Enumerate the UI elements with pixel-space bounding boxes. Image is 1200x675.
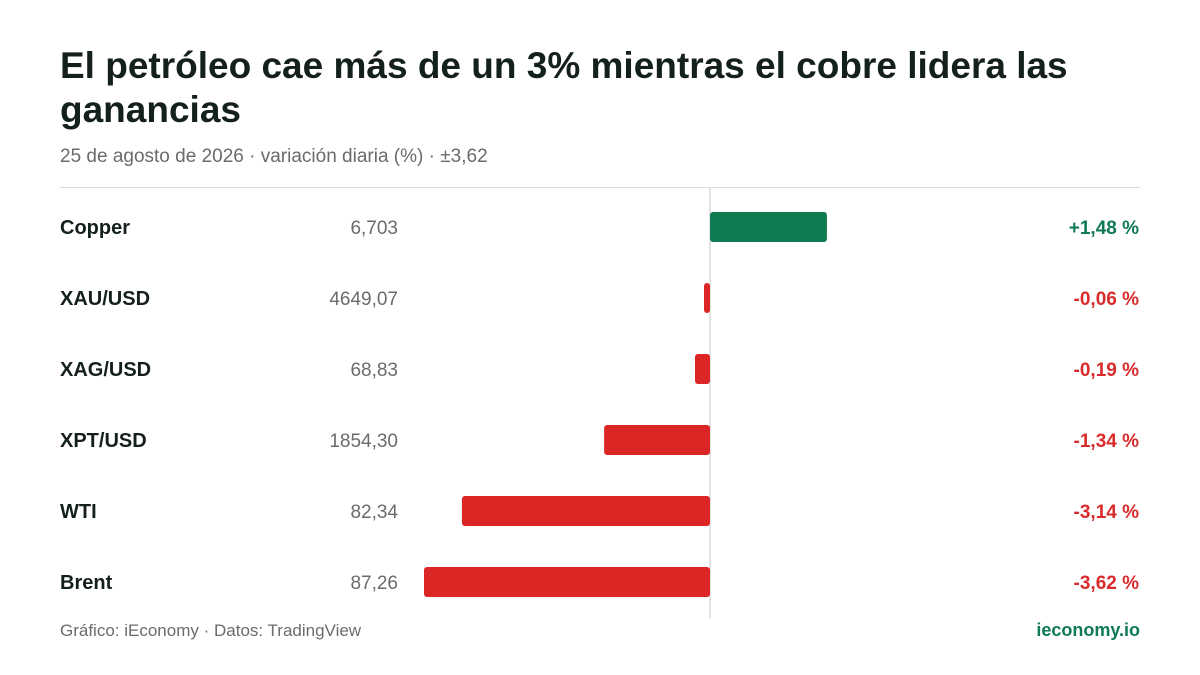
- price-label: 87,26: [350, 573, 398, 594]
- bar: [424, 567, 710, 597]
- category-label: WTI: [60, 501, 97, 523]
- bar: [710, 212, 827, 242]
- category-label: Brent: [60, 572, 113, 594]
- category-label: XPT/USD: [60, 430, 147, 452]
- value-label: -1,34 %: [1074, 431, 1140, 452]
- subtitle-scale: ±3,62: [440, 146, 488, 167]
- subtitle-separator: ·: [428, 146, 435, 167]
- price-label: 68,83: [350, 360, 398, 381]
- price-label: 6,703: [350, 218, 398, 239]
- chart-subtitle: 25 de agosto de 2026 · variación diaria …: [60, 146, 488, 168]
- category-label: Copper: [60, 217, 130, 239]
- price-label: 82,34: [350, 502, 398, 523]
- bar: [704, 283, 710, 313]
- price-label: 1854,30: [329, 431, 398, 452]
- value-label: -0,19 %: [1074, 360, 1140, 381]
- subtitle-separator: ·: [249, 146, 256, 167]
- value-label: -0,06 %: [1074, 289, 1140, 310]
- chart-title: El petróleo cae más de un 3% mientras el…: [60, 45, 1068, 130]
- bar: [604, 425, 710, 455]
- header-divider: [60, 187, 1140, 188]
- source-credit: Gráfico: iEconomy · Datos: TradingView: [60, 621, 362, 640]
- subtitle-metric: variación diaria (%): [260, 146, 424, 167]
- value-label: -3,14 %: [1074, 502, 1140, 523]
- value-label: -3,62 %: [1074, 573, 1140, 594]
- bar: [694, 354, 710, 384]
- bar: [461, 496, 710, 526]
- value-label: +1,48 %: [1069, 218, 1139, 239]
- price-label: 4649,07: [329, 289, 398, 310]
- subtitle-date: 25 de agosto de 2026: [60, 146, 244, 167]
- category-label: XAG/USD: [60, 359, 151, 381]
- brand-link[interactable]: ieconomy.io: [1036, 620, 1140, 640]
- category-label: XAU/USD: [60, 288, 150, 310]
